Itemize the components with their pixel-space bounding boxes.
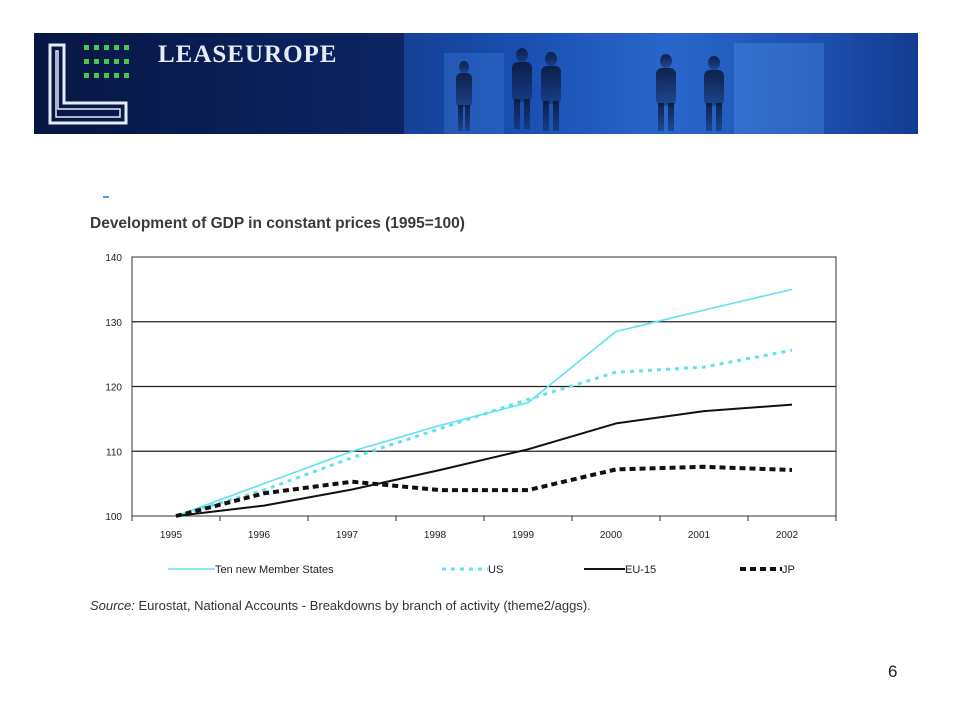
y-tick-label: 110 — [106, 447, 122, 458]
x-tick-label: 1996 — [248, 530, 271, 541]
x-tick-label: 1998 — [424, 530, 447, 541]
y-tick-label: 100 — [105, 512, 122, 523]
legend-label: EU-15 — [625, 564, 656, 576]
series-line-ten-new-member-states — [175, 288, 793, 517]
legend-label: JP — [782, 564, 795, 576]
x-tick-label: 2002 — [776, 530, 799, 541]
series-line-eu-15 — [175, 403, 793, 517]
x-tick-label: 2000 — [600, 530, 623, 541]
source-note: Source: Eurostat, National Accounts - Br… — [90, 598, 591, 613]
series-line-us — [175, 348, 793, 518]
x-tick-label: 2001 — [688, 530, 711, 541]
y-tick-label: 130 — [105, 318, 122, 329]
source-label: Source: — [90, 598, 135, 613]
x-tick-label: 1997 — [336, 530, 359, 541]
source-text: Eurostat, National Accounts - Breakdowns… — [138, 598, 591, 613]
legend-label: Ten new Member States — [215, 564, 334, 576]
x-tick-label: 1999 — [512, 530, 535, 541]
x-tick-label: 1995 — [160, 530, 183, 541]
header-banner: LEASEUROPE — [34, 33, 918, 134]
y-tick-label: 120 — [105, 383, 122, 394]
y-tick-label: 140 — [105, 253, 122, 264]
series-line-jp — [175, 464, 793, 518]
business-people-silhouettes — [404, 33, 918, 134]
slide-number: 6 — [888, 662, 898, 681]
leaseurope-logo-icon — [48, 43, 129, 125]
legend-label: US — [488, 564, 503, 576]
chart-title: Development of GDP in constant prices (1… — [90, 215, 465, 232]
brand-name: LEASEUROPE — [158, 41, 338, 68]
title-accent-mark — [103, 196, 109, 198]
